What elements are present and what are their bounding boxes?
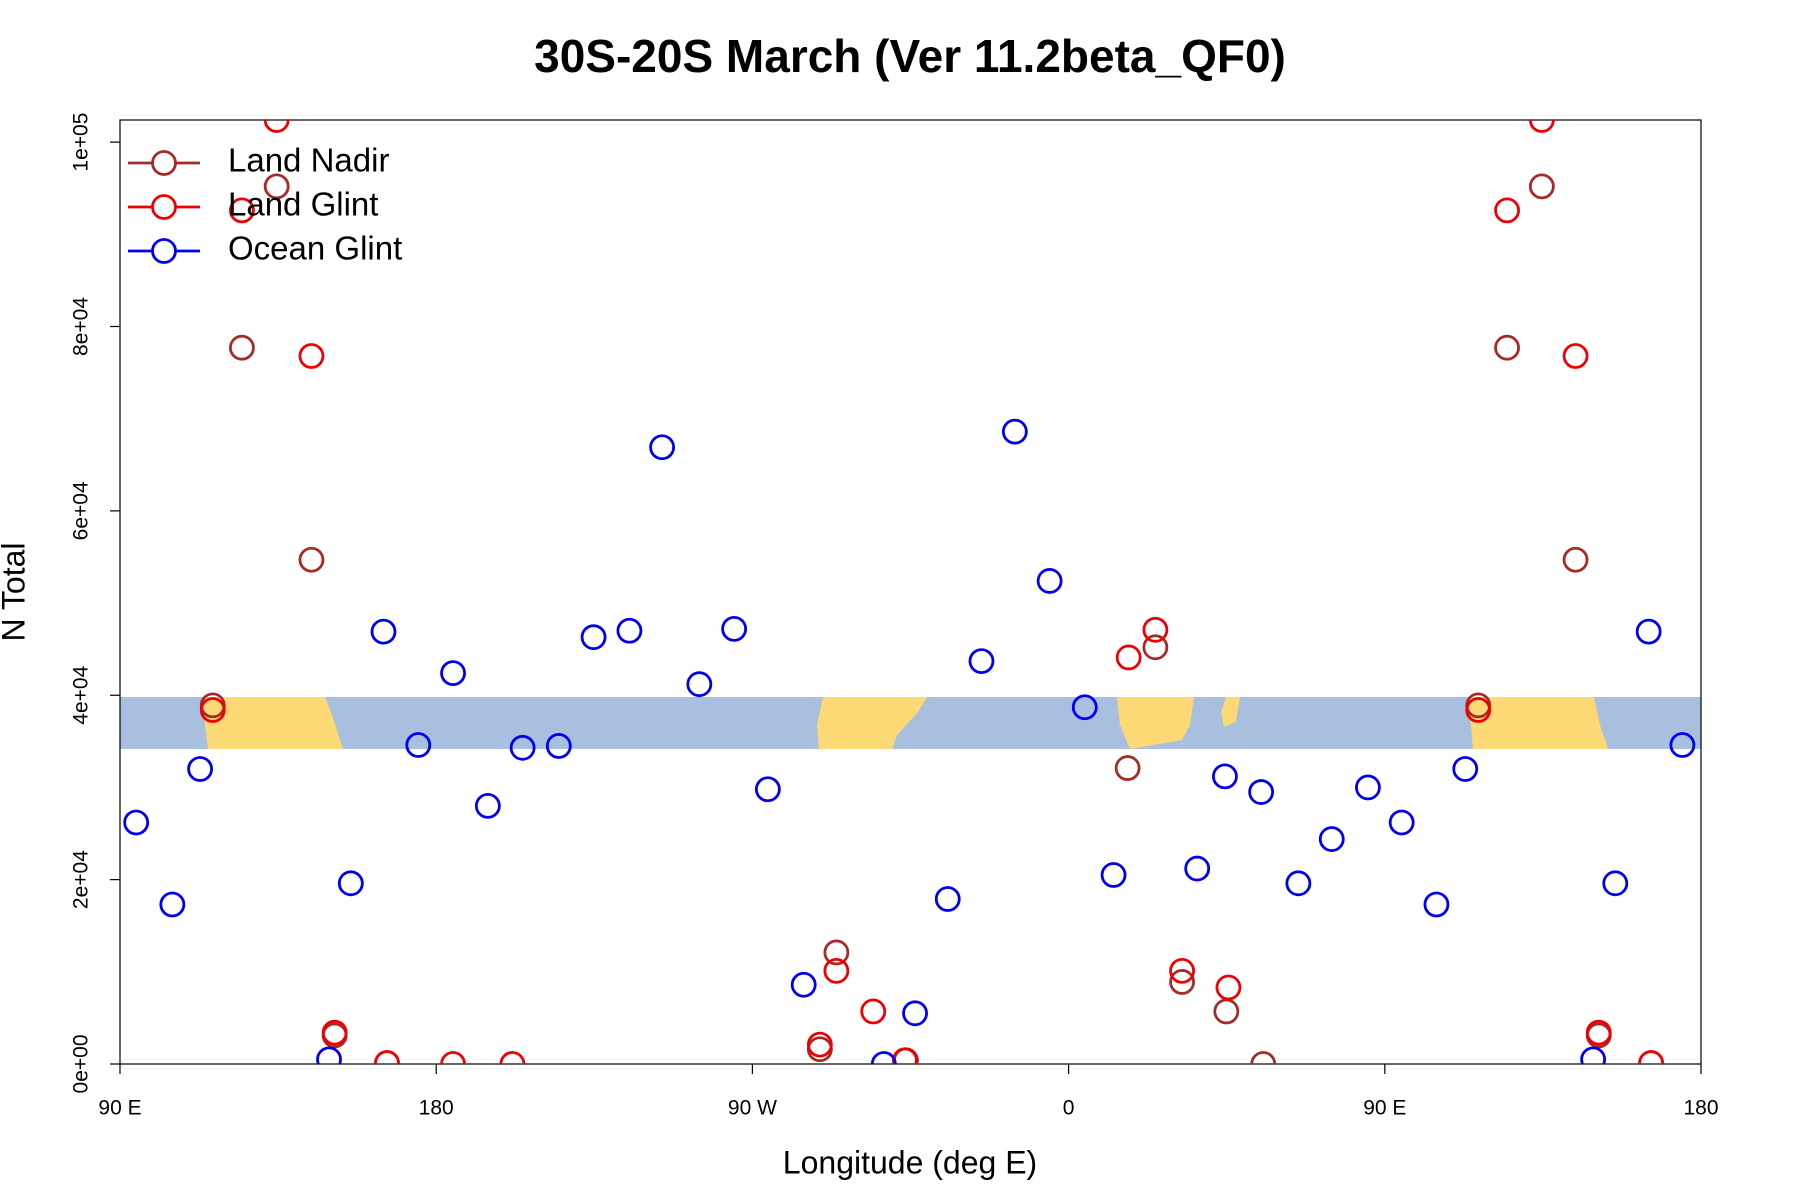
point [1562, 546, 1589, 573]
point [187, 756, 214, 782]
point [1250, 1051, 1277, 1064]
point [440, 660, 466, 687]
point [263, 173, 290, 200]
plot-frame [119, 119, 1702, 1065]
point [123, 809, 150, 836]
points [123, 120, 1696, 1064]
point [1215, 974, 1242, 1001]
point [1285, 870, 1312, 897]
point [721, 615, 748, 642]
point [229, 197, 255, 224]
point [580, 624, 607, 651]
point [1580, 1046, 1607, 1064]
point [860, 998, 887, 1025]
point [806, 1031, 833, 1058]
point [374, 1050, 400, 1064]
point [649, 434, 676, 461]
y-tick-label: 4e+04 [70, 665, 93, 724]
point [1388, 809, 1415, 836]
x-tick-label: 90 E [1363, 1097, 1406, 1120]
point [1635, 618, 1662, 645]
point [1248, 779, 1275, 805]
point [1494, 334, 1520, 361]
point [1638, 1050, 1665, 1064]
point [1602, 870, 1629, 897]
x-tick-label: 90 E [98, 1097, 141, 1120]
point [823, 939, 850, 966]
point [1169, 969, 1195, 995]
point [474, 792, 501, 819]
legend-label: Land Glint [228, 186, 378, 223]
legend-marker [151, 194, 177, 220]
point [1100, 862, 1127, 888]
point [823, 957, 850, 984]
point [902, 1000, 928, 1027]
y-axis-label: N Total [0, 542, 31, 641]
point [616, 617, 643, 644]
point [321, 1019, 348, 1046]
point [440, 1051, 466, 1064]
point [1669, 732, 1696, 758]
point [499, 1051, 526, 1064]
y-tick-label: 0e+00 [70, 1035, 93, 1094]
legend-label: Land Nadir [228, 142, 389, 179]
point [968, 648, 995, 675]
point [754, 776, 781, 803]
point [298, 343, 325, 369]
point [298, 546, 325, 573]
point [1169, 957, 1195, 984]
point [1562, 343, 1589, 369]
x-tick-label: 180 [1683, 1097, 1718, 1120]
point [1114, 755, 1141, 781]
point [1465, 697, 1492, 723]
x-tick-label: 0 [1063, 1097, 1075, 1120]
point [1115, 644, 1142, 671]
point [263, 120, 290, 133]
point [686, 671, 713, 698]
point [790, 971, 817, 998]
x-axis-label: Longitude (deg E) [783, 1144, 1037, 1180]
point [1184, 855, 1211, 882]
point [405, 732, 432, 758]
point [1355, 774, 1381, 801]
point [1212, 763, 1238, 790]
point [1528, 173, 1555, 200]
legend-marker [151, 150, 177, 176]
point [1318, 826, 1345, 852]
point [1213, 998, 1240, 1025]
point [159, 891, 186, 918]
point [545, 733, 572, 759]
point [1001, 418, 1028, 445]
point [934, 886, 961, 912]
point [1142, 616, 1169, 643]
chart-title: 30S-20S March (Ver 11.2beta_QF0) [534, 30, 1286, 82]
point [337, 870, 364, 897]
point [509, 734, 536, 761]
point [1071, 694, 1098, 721]
point [370, 618, 397, 645]
point [891, 1047, 918, 1064]
x-tick-label: 90 W [728, 1097, 777, 1120]
y-tick-label: 2e+04 [70, 850, 93, 909]
point [1036, 568, 1063, 594]
point [1494, 197, 1520, 224]
point [316, 1046, 342, 1064]
point [229, 334, 255, 361]
legend-label: Ocean Glint [228, 230, 402, 267]
legend-marker [151, 238, 177, 264]
point [1585, 1019, 1612, 1046]
point [870, 1051, 897, 1064]
point [199, 697, 226, 723]
point [1528, 120, 1555, 133]
y-tick-label: 1e+05 [70, 113, 93, 172]
point [1423, 891, 1450, 918]
y-tick-label: 6e+04 [70, 481, 93, 540]
x-tick-label: 180 [419, 1097, 454, 1120]
point [1142, 634, 1169, 661]
y-tick-label: 8e+04 [70, 297, 93, 356]
map-strip [120, 697, 1701, 749]
point [1452, 756, 1479, 782]
